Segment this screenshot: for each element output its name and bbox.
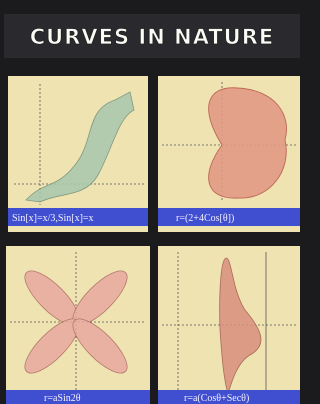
panel: Sin[x]=x/3,Sin[x]=x: [8, 76, 148, 232]
panel-caption: r=aSin2θ: [44, 393, 81, 404]
panel: r=aSin2θ: [6, 246, 150, 404]
panel-caption: r=(2+4Cos[θ]): [176, 213, 234, 224]
panel: r=(2+4Cos[θ]): [158, 76, 300, 232]
poster-title: CURVES IN NATURE: [30, 25, 274, 49]
panel-caption: r=a(Cosθ+Secθ): [184, 393, 249, 404]
poster-photo: CURVES IN NATURE Sin[x]=x/3,Sin[x]=x r=(…: [0, 0, 304, 404]
cardioid-shape: [209, 88, 287, 198]
panel: r=a(Cosθ+Secθ): [158, 246, 300, 404]
panel-caption: Sin[x]=x/3,Sin[x]=x: [12, 213, 94, 224]
